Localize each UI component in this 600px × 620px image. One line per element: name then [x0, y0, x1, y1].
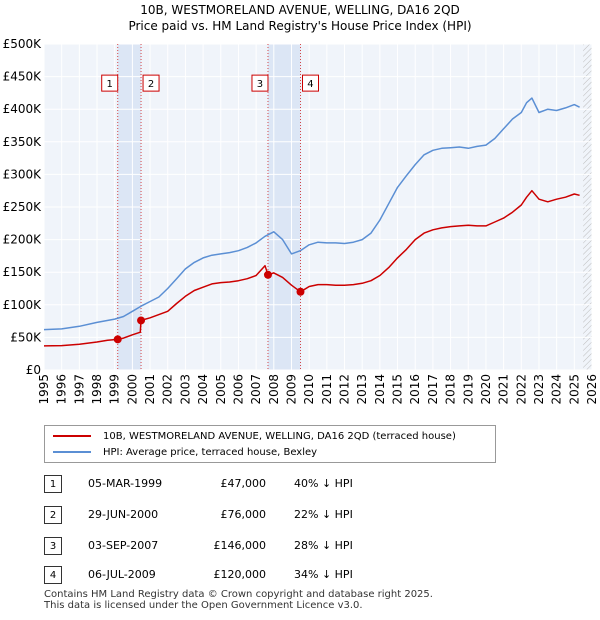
x-tick-label: 2008 — [267, 374, 281, 405]
x-tick-label: 2026 — [585, 374, 599, 405]
x-tick-label: 1995 — [37, 374, 51, 405]
x-tick-label: 2023 — [532, 374, 546, 405]
footer-copyright: Contains HM Land Registry data © Crown c… — [44, 589, 433, 600]
x-tick-label: 2012 — [338, 374, 352, 405]
y-tick-label: £0 — [26, 363, 41, 377]
y-tick-label: £500K — [3, 37, 43, 51]
sale-marker-box — [142, 74, 160, 92]
x-tick-label: 2000 — [125, 374, 139, 405]
transaction-price: £47,000 — [220, 477, 267, 490]
transaction-price: £76,000 — [220, 508, 267, 521]
x-tick-label: 2010 — [302, 374, 316, 405]
legend-label-property: 10B, WESTMORELAND AVENUE, WELLING, DA16 … — [103, 430, 456, 442]
y-tick-label: £250K — [3, 200, 43, 214]
y-tick-label: £150K — [3, 265, 43, 279]
y-tick-label: £100K — [3, 298, 43, 312]
footer: Contains HM Land Registry data © Crown c… — [44, 589, 433, 611]
transaction-hpi: 34% ↓ HPI — [294, 568, 353, 581]
x-tick-label: 1996 — [55, 374, 69, 405]
sale-point — [113, 335, 122, 344]
x-tick-label: 1998 — [90, 374, 104, 405]
x-tick-label: 2022 — [514, 374, 528, 405]
legend-swatch-property — [53, 435, 91, 437]
y-tick-label: £400K — [3, 102, 43, 116]
y-tick-label: £200K — [3, 233, 43, 247]
price-series-line — [43, 189, 580, 347]
price-chart: 10B, WESTMORELAND AVENUE, WELLING, DA16 … — [3, 3, 599, 405]
hpi-series-line — [43, 97, 580, 331]
x-tick-label: 2024 — [550, 374, 564, 405]
x-tick-label: 2017 — [426, 374, 440, 405]
transaction-row: 2 29-JUN-2000 £76,000 22% ↓ HPI — [44, 506, 444, 524]
transaction-date: 05-MAR-1999 — [88, 477, 163, 490]
sale-marker-label: 1 — [107, 79, 113, 90]
transaction-row: 3 03-SEP-2007 £146,000 28% ↓ HPI — [44, 537, 444, 555]
x-tick-label: 2015 — [391, 374, 405, 405]
legend-item-property: 10B, WESTMORELAND AVENUE, WELLING, DA16 … — [53, 428, 456, 444]
sale-marker-box — [301, 74, 319, 92]
sale-marker-label: 4 — [307, 79, 313, 90]
x-tick-label: 2016 — [408, 374, 422, 405]
sale-point — [137, 316, 146, 325]
transaction-badge: 2 — [44, 506, 62, 524]
legend: 10B, WESTMORELAND AVENUE, WELLING, DA16 … — [44, 425, 496, 463]
transaction-price: £146,000 — [213, 539, 267, 552]
transaction-date: 29-JUN-2000 — [88, 508, 159, 521]
transaction-row: 1 05-MAR-1999 £47,000 40% ↓ HPI — [44, 475, 444, 493]
footer-licence: This data is licensed under the Open Gov… — [44, 600, 363, 611]
x-tick-label: 2020 — [479, 374, 493, 405]
x-tick-label: 2013 — [355, 374, 369, 405]
sale-marker-box — [251, 74, 269, 92]
chart-title: 10B, WESTMORELAND AVENUE, WELLING, DA16 … — [140, 3, 460, 17]
x-tick-label: 2004 — [196, 374, 210, 405]
y-tick-label: £300K — [3, 167, 43, 181]
x-tick-label: 2002 — [161, 374, 175, 405]
legend-swatch-hpi — [53, 451, 91, 453]
y-tick-label: £50K — [10, 330, 42, 344]
sale-marker-label: 3 — [257, 79, 263, 90]
sale-point — [296, 287, 305, 296]
y-tick-label: £450K — [3, 70, 43, 84]
transaction-price: £120,000 — [213, 568, 267, 581]
transaction-badge: 4 — [44, 566, 62, 584]
y-tick-label: £350K — [3, 135, 43, 149]
chart-subtitle: Price paid vs. HM Land Registry's House … — [128, 19, 471, 33]
transaction-hpi: 22% ↓ HPI — [294, 508, 353, 521]
x-tick-label: 2003 — [178, 374, 192, 405]
x-tick-label: 2005 — [214, 374, 228, 405]
x-tick-label: 2025 — [567, 374, 581, 405]
x-tick-label: 2009 — [284, 374, 298, 405]
x-tick-label: 2019 — [461, 374, 475, 405]
transaction-hpi: 40% ↓ HPI — [294, 477, 353, 490]
sale-marker-box — [101, 74, 119, 92]
legend-label-hpi: HPI: Average price, terraced house, Bexl… — [103, 446, 318, 458]
x-tick-label: 2001 — [143, 374, 157, 405]
transaction-hpi: 28% ↓ HPI — [294, 539, 353, 552]
x-tick-label: 2018 — [444, 374, 458, 405]
transaction-badge: 1 — [44, 475, 62, 493]
x-tick-label: 2011 — [320, 374, 334, 405]
sale-point — [263, 270, 272, 279]
x-tick-label: 2014 — [373, 374, 387, 405]
transaction-row: 4 06-JUL-2009 £120,000 34% ↓ HPI — [44, 566, 444, 584]
transaction-badge: 3 — [44, 537, 62, 555]
sale-marker-label: 2 — [148, 79, 154, 90]
x-tick-label: 2007 — [249, 374, 263, 405]
transaction-date: 06-JUL-2009 — [88, 568, 156, 581]
x-tick-label: 2021 — [497, 374, 511, 405]
x-tick-label: 2006 — [231, 374, 245, 405]
legend-item-hpi: HPI: Average price, terraced house, Bexl… — [53, 444, 317, 460]
x-tick-label: 1999 — [108, 374, 122, 405]
x-tick-label: 1997 — [72, 374, 86, 405]
transaction-date: 03-SEP-2007 — [88, 539, 159, 552]
